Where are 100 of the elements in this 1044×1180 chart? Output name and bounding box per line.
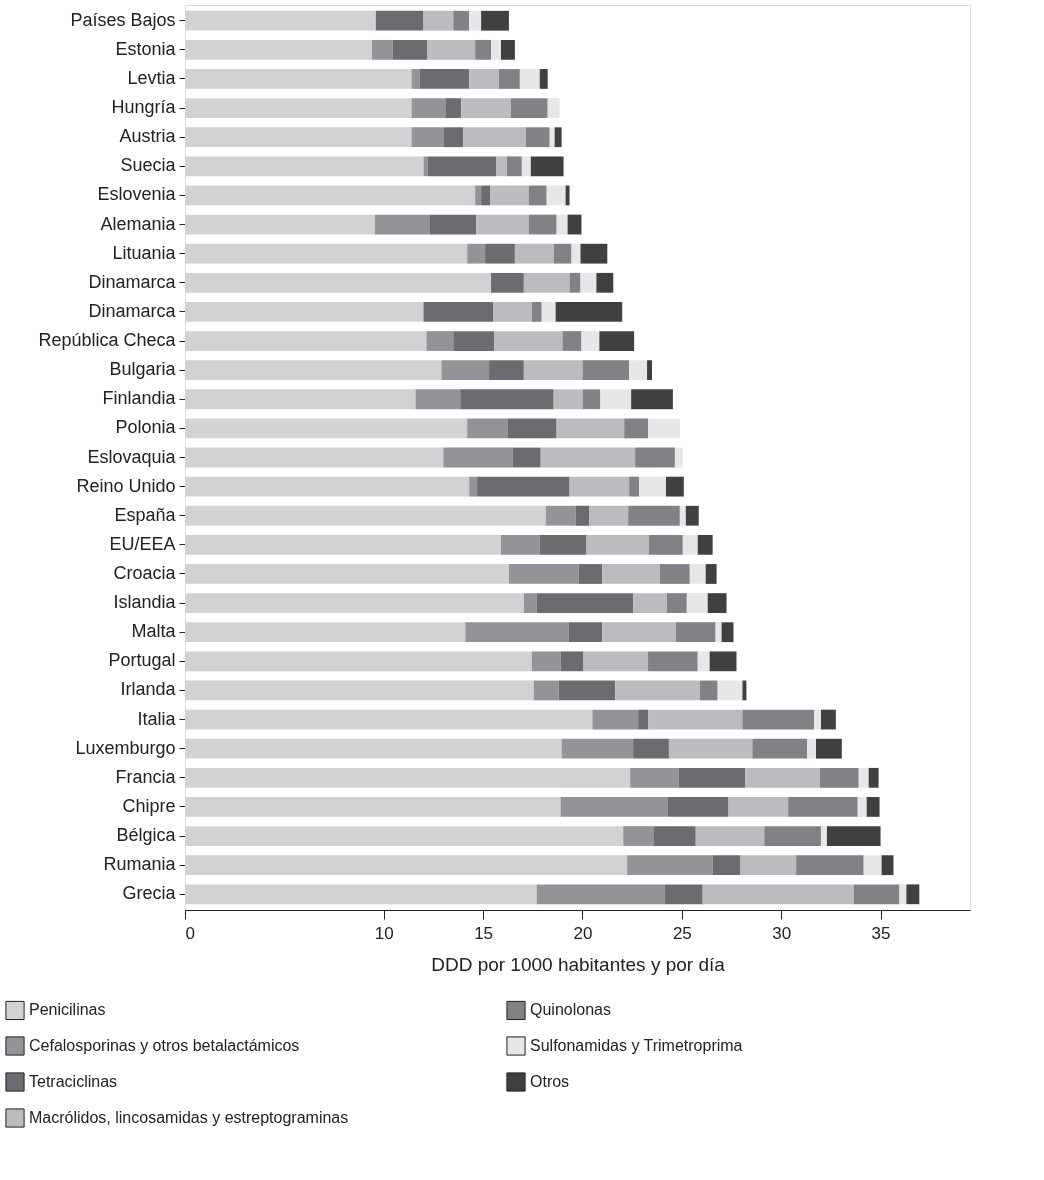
bar [553,243,572,264]
bar [493,302,532,322]
x-tick-label: 0 [185,923,195,943]
bar [807,738,816,759]
bar [580,243,608,264]
bar [906,884,920,905]
bar [627,855,713,876]
bar [589,505,629,526]
y-tick-label: Chipre [122,795,176,816]
bar [429,214,477,235]
bar [469,10,482,31]
bar [647,360,653,381]
bar [539,69,548,89]
bar [569,272,581,293]
y-tick-label: Polonia [115,417,177,438]
bar [533,680,559,701]
bar [476,214,529,235]
legend-label: Quinolonas [530,1001,611,1019]
x-tick-label: 20 [573,923,593,943]
bar [668,738,753,759]
bar [536,593,634,613]
bar [443,447,513,468]
legend-label: Sulfonamidas y Trimetroprima [530,1037,743,1054]
bar [745,767,820,788]
bar [546,185,566,206]
bar [664,884,703,905]
bar [555,302,623,322]
bar [648,651,698,672]
bar [624,418,649,439]
bar [685,505,699,526]
bar [423,302,494,322]
bar [639,476,666,497]
bar [569,476,630,497]
bar [485,243,515,264]
y-tick-label: Eslovaquia [87,446,177,467]
bar [523,272,570,293]
bar [475,185,482,206]
bar [531,651,561,672]
bar [679,505,686,526]
bar [540,447,636,468]
bar [649,534,683,555]
y-tick-label: Dinamarca [88,271,177,292]
bar [742,709,814,730]
bar [469,69,499,89]
bar [560,651,584,672]
bar [467,243,486,264]
bar [631,389,673,410]
bar [586,534,650,555]
y-tick-label: Italia [137,708,177,729]
y-tick-label: Reino Unido [76,475,176,496]
bar [423,156,428,177]
bar [857,797,867,817]
y-tick-label: Bulgaria [109,359,177,380]
bar [545,505,576,526]
y-tick-label: Bélgica [116,825,177,846]
bar [371,39,393,60]
bar [678,767,746,788]
bar [712,855,741,876]
y-tick-label: España [114,504,177,525]
bar [491,39,501,60]
bar [752,738,808,759]
bar [519,69,540,89]
legend-label: Penicilinas [29,1001,106,1019]
bar [715,622,722,643]
bar [568,622,603,643]
bar [521,156,531,177]
y-tick-label: Estonia [115,38,177,59]
bar [602,622,676,643]
legend-label: Otros [530,1073,570,1090]
bar [508,564,579,584]
bar [453,10,470,31]
bar [419,69,470,89]
bar [659,564,690,584]
bar [549,127,555,148]
y-tick-label: Países Bajos [70,9,176,30]
bar [629,360,648,381]
bar [375,10,424,31]
bar [667,797,729,817]
bar [530,156,564,177]
bar [571,243,581,264]
bar [556,214,568,235]
bar [469,476,478,497]
bar [796,855,864,876]
bar [820,826,827,846]
y-tick-label: Islandia [113,592,177,613]
bar [443,127,464,148]
bar [506,156,522,177]
bar [494,331,563,351]
y-tick-label: Lituania [112,242,177,263]
bar [899,884,907,905]
bar [554,127,562,148]
bar [426,331,454,351]
bar [623,826,655,846]
x-tick-label: 30 [772,923,792,943]
bar [467,418,508,439]
bar [717,680,743,701]
bar [881,855,894,876]
x-tick-label: 10 [374,923,394,943]
bar [463,127,526,148]
bar [702,884,854,905]
